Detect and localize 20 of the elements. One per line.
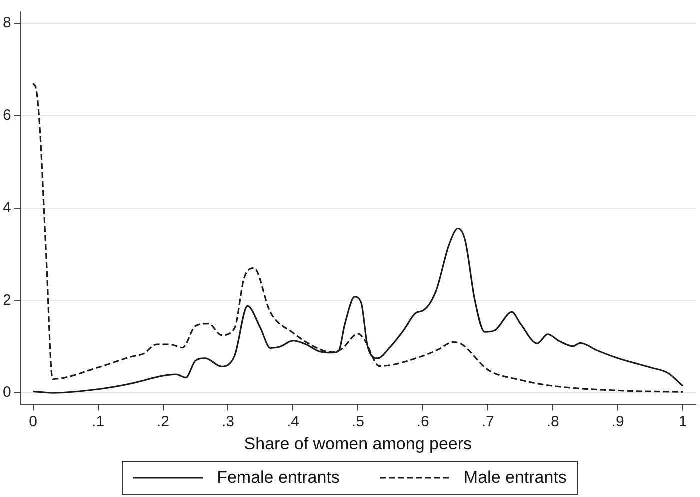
x-tick-label: 0 bbox=[29, 414, 38, 431]
y-tick-label: 2 bbox=[3, 292, 12, 309]
x-tick-label: 1 bbox=[678, 414, 688, 431]
legend-label: Male entrants bbox=[464, 468, 567, 488]
x-axis-title: Share of women among peers bbox=[244, 434, 472, 454]
legend-label: Female entrants bbox=[217, 468, 340, 488]
x-tick-label: .3 bbox=[222, 414, 234, 431]
x-tick-label: .8 bbox=[546, 414, 560, 431]
x-tick-label: .5 bbox=[352, 414, 364, 431]
x-tick-label: .4 bbox=[286, 414, 300, 431]
x-tick-label: .2 bbox=[157, 414, 170, 431]
x-tick-label: .6 bbox=[416, 414, 430, 431]
y-tick-label: 6 bbox=[3, 107, 12, 124]
x-tick-label: .9 bbox=[612, 414, 624, 431]
x-tick-label: .1 bbox=[92, 414, 105, 431]
x-tick-label: .7 bbox=[482, 414, 494, 431]
line-series bbox=[32, 82, 684, 393]
y-tick-label: 4 bbox=[3, 199, 12, 216]
y-tick-label: 8 bbox=[3, 14, 12, 32]
y-tick-label: 0 bbox=[3, 384, 12, 402]
